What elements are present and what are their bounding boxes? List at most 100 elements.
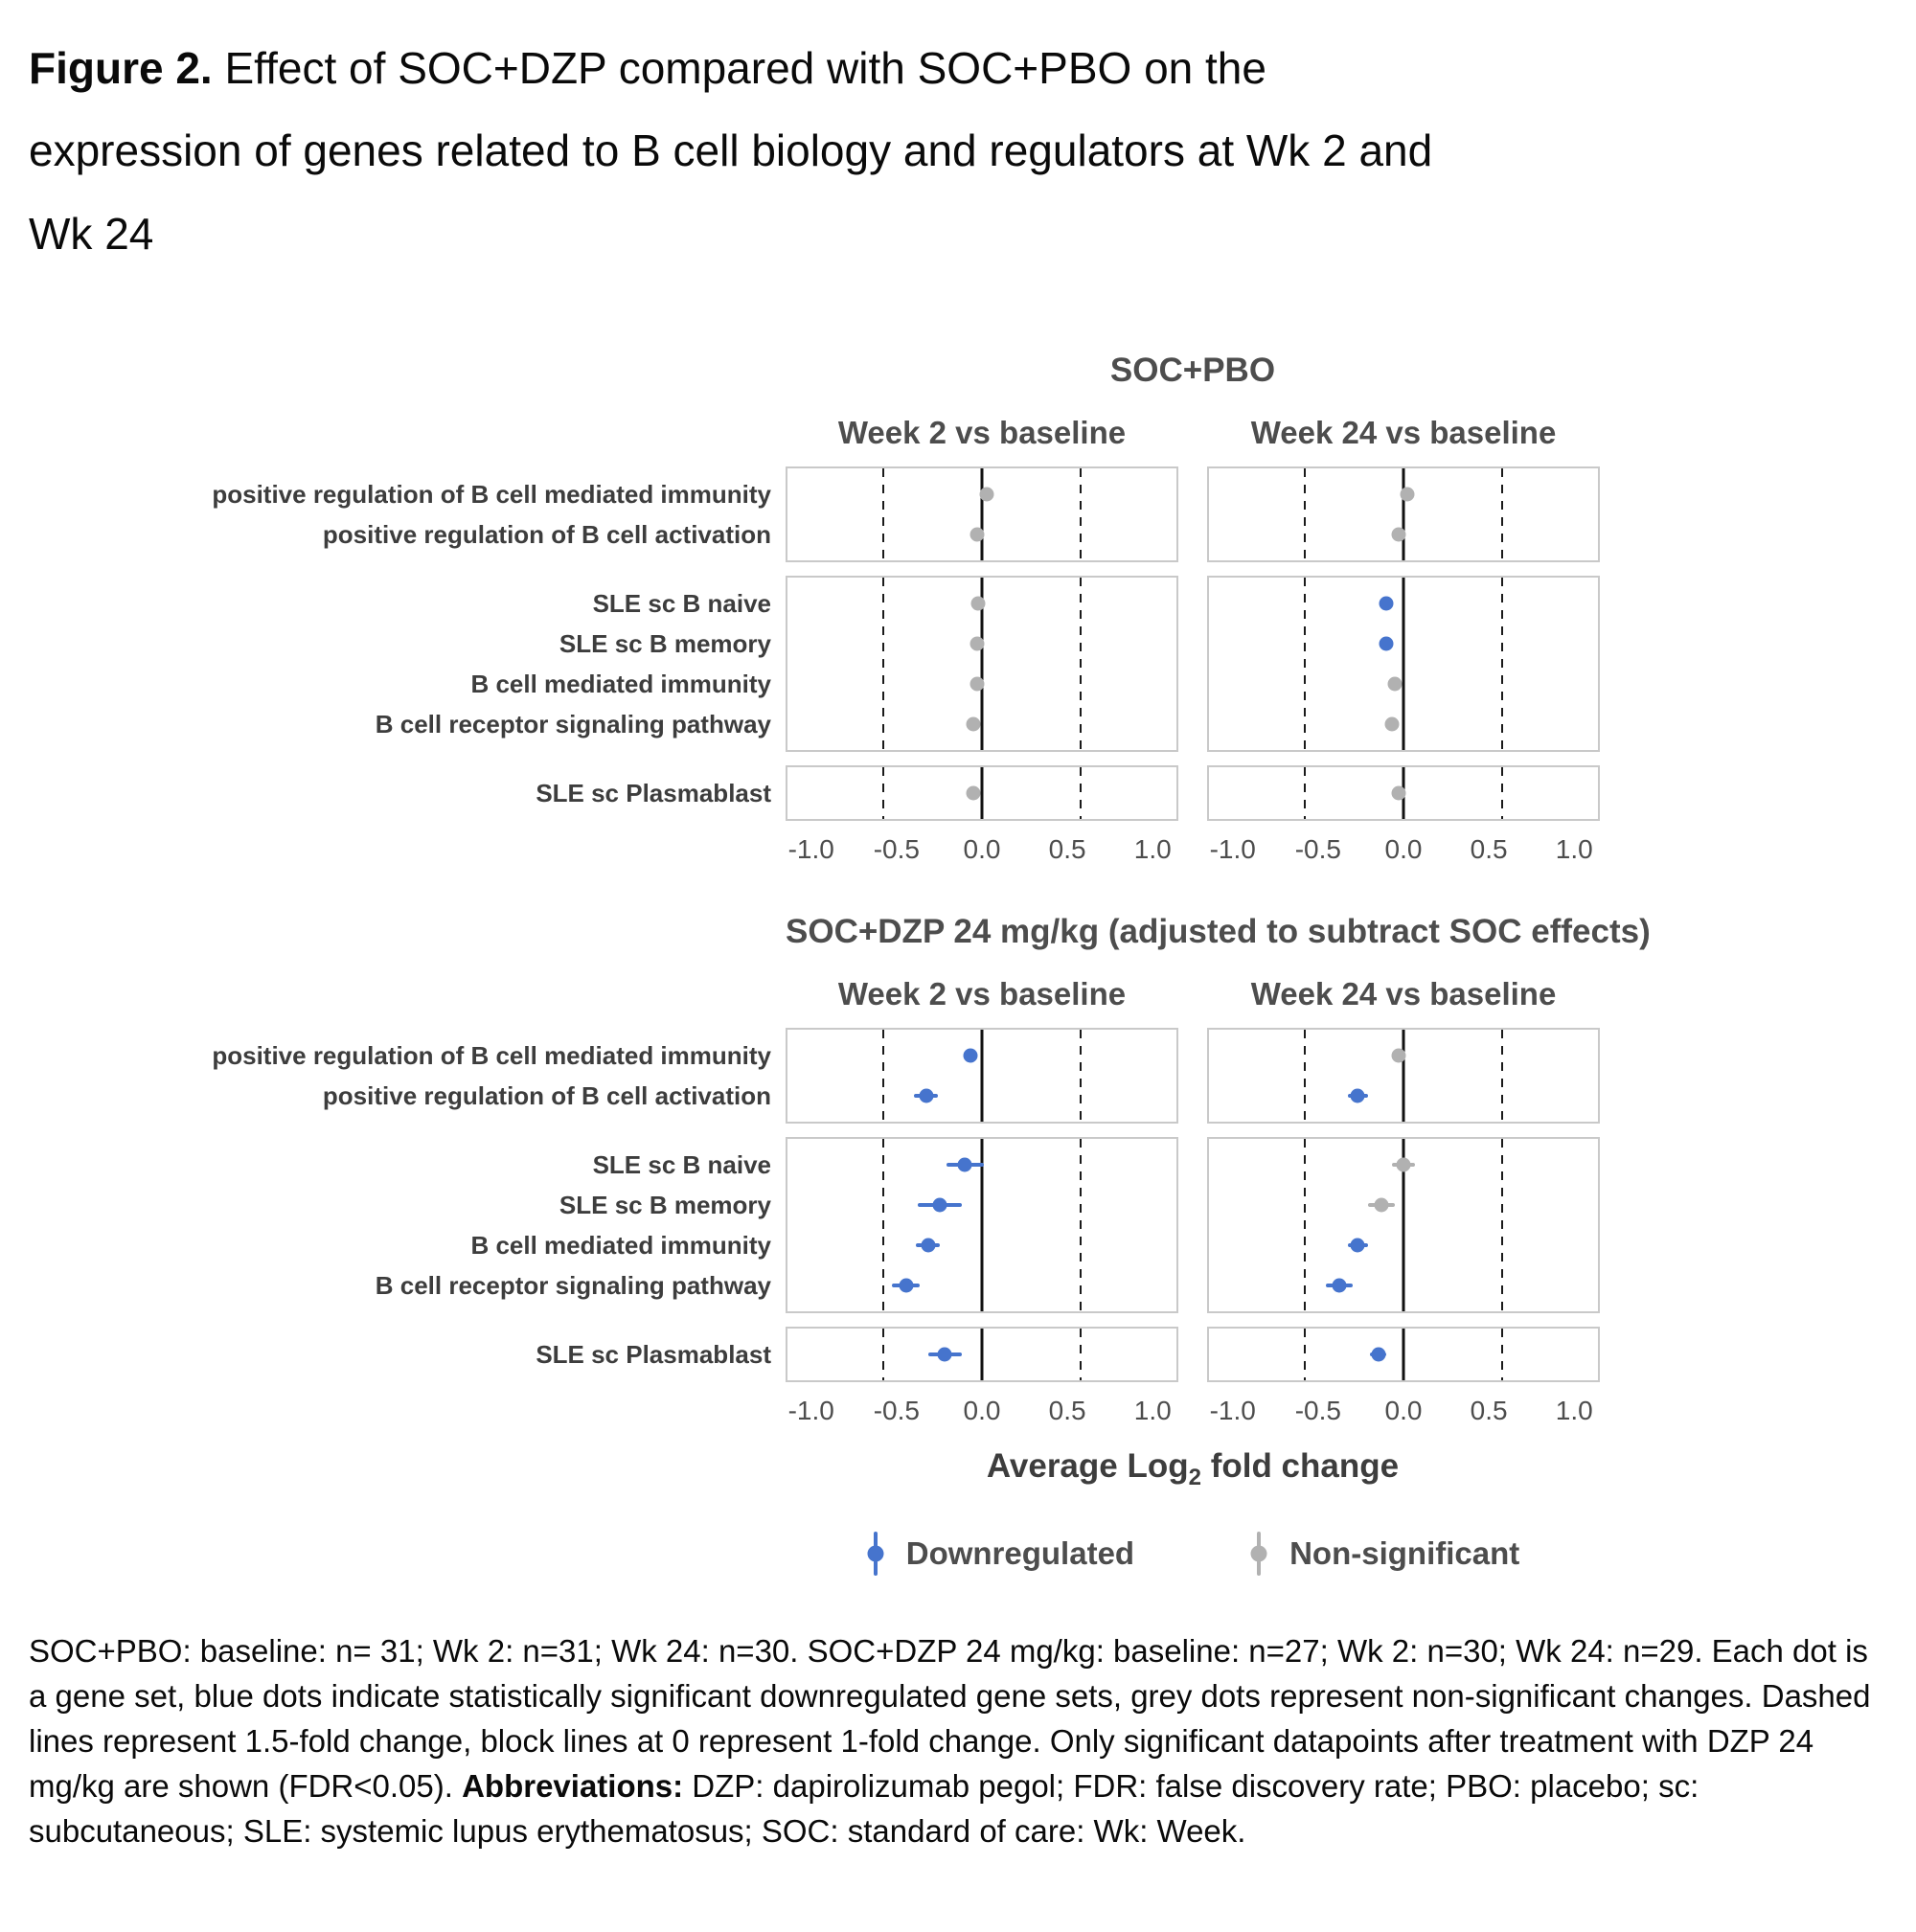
figure-title: Figure 2. Effect of SOC+DZP compared wit… [29,27,1485,275]
legend-item-downregulated: Downregulated [866,1532,1134,1577]
point-row [1209,773,1598,813]
row-label-column: positive regulation of B cell mediated i… [29,466,786,562]
x-axis-title-text: Average Log [986,1447,1189,1486]
panel-box [786,765,1178,822]
zero-line [1402,1030,1405,1123]
panel-box [786,1327,1178,1383]
row-label-column: SLE sc Plasmablast [29,765,786,821]
gene-set-label: positive regulation of B cell activation [322,520,771,550]
fold-change-guide-line [1303,468,1306,561]
axis-tick-label: -1.0 [1209,834,1256,865]
fold-change-guide-line [1501,578,1504,751]
point-row [787,1185,1176,1225]
axis-tick-label: 0.0 [1384,1396,1423,1426]
row-label-column: SLE sc B naive SLE sc B memory B cell medi… [29,1137,786,1313]
point-row [1209,1334,1598,1375]
chart-body: positive regulation of B cell mediated i… [29,1028,1600,1383]
data-point [932,1197,947,1213]
panel-box [1207,1028,1600,1125]
x-axis-title: Average Log2 fold change [786,1447,1600,1491]
panel-gap [1178,466,1207,562]
point-row [787,773,1176,813]
panel-box [1207,466,1600,563]
gene-set-group-row: SLE sc B naive SLE sc B memory B cell medi… [29,1137,1600,1314]
gene-set-label: SLE sc Plasmablast [536,1340,771,1370]
panel-gap [1178,1137,1207,1313]
chart-body: positive regulation of B cell mediated i… [29,466,1600,822]
zero-line [1402,578,1405,751]
point-row [787,1076,1176,1116]
axis-tick-label: -0.5 [873,1396,920,1426]
gene-set-label: SLE sc B naive [592,589,771,619]
fold-change-guide-line [1303,1329,1306,1381]
data-point [937,1347,952,1362]
gene-set-group-row: SLE sc Plasmablast [29,1327,1600,1383]
data-point [1332,1278,1347,1293]
fold-change-guide-line [1501,1139,1504,1312]
data-point [966,785,981,801]
downregulated-pointrange-icon [866,1532,885,1577]
panel-header-week2: Week 2 vs baseline [837,415,1127,451]
data-point [1350,1088,1365,1103]
gene-set-label: positive regulation of B cell mediated i… [212,1041,771,1071]
panel-header-week24: Week 24 vs baseline [1250,976,1557,1012]
data-point [1396,1157,1411,1172]
panel-gap [1178,1028,1207,1124]
panel-header-week24: Week 24 vs baseline [1250,415,1557,451]
point-row [787,1145,1176,1185]
fold-change-guide-line [1080,1329,1083,1381]
zero-line [980,468,984,561]
figure-number: Figure 2. [29,43,213,93]
gene-set-label: B cell receptor signaling pathway [375,1271,771,1301]
panel-headers: Week 2 vs baseline Week 24 vs baseline [29,976,1600,1012]
axis-tick-label: 0.5 [1470,1396,1508,1426]
point-row [787,1035,1176,1076]
point-row [1209,514,1598,555]
fold-change-guide-line [1303,578,1306,751]
point-row [1209,1225,1598,1265]
row-label-column: SLE sc B naive SLE sc B memory B cell medi… [29,576,786,752]
axis-tick-label: -0.5 [1294,834,1341,865]
data-point [966,716,981,732]
fold-change-guide-line [1303,1030,1306,1123]
data-point [969,527,985,542]
gene-set-label: SLE sc B memory [559,1191,771,1220]
data-point [1350,1238,1365,1253]
zero-line [980,578,984,751]
x-axis-ticks: -1.0 -0.5 0.0 0.5 1.0 [786,1396,1178,1434]
axis-tick-label: -0.5 [1294,1396,1341,1426]
x-axis-title-subscript: 2 [1188,1465,1201,1491]
point-row [1209,624,1598,664]
data-point [1384,716,1400,732]
axis-tick-label: 0.0 [1384,834,1423,865]
row-label-column: SLE sc Plasmablast [29,1327,786,1382]
x-axis-ticks: -1.0 -0.5 0.0 0.5 1.0 [1207,834,1600,873]
point-row [787,1334,1176,1375]
zero-line [980,1139,984,1312]
point-row [787,624,1176,664]
data-point [1400,487,1415,502]
axis-tick-label: 0.5 [1048,834,1086,865]
fold-change-guide-line [881,468,884,561]
point-row [1209,1185,1598,1225]
figure-page: Figure 2. Effect of SOC+DZP compared wit… [29,27,1887,1853]
panel-gap [1178,576,1207,752]
point-row [1209,583,1598,624]
zero-line [980,767,984,820]
point-row [1209,704,1598,744]
point-row [1209,1265,1598,1306]
fold-change-guide-line [1501,1030,1504,1123]
fold-change-guide-line [1080,767,1083,820]
axis-tick-label: -1.0 [787,834,834,865]
section-title: SOC+DZP 24 mg/kg (adjusted to subtract S… [786,913,1651,951]
figure-caption: SOC+PBO: baseline: n= 31; Wk 2: n=31; Wk… [29,1629,1887,1853]
chart-area: SOC+PBO Week 2 vs baseline Week 24 vs ba… [29,352,1651,1577]
point-row [787,1225,1176,1265]
gene-set-group-row: positive regulation of B cell mediated i… [29,466,1600,563]
panel-header-week2: Week 2 vs baseline [837,976,1127,1012]
data-point [970,596,986,611]
axis-tick-label: -1.0 [787,1396,834,1426]
fold-change-guide-line [881,767,884,820]
axis-tick-label: -1.0 [1209,1396,1256,1426]
data-point [963,1048,978,1063]
